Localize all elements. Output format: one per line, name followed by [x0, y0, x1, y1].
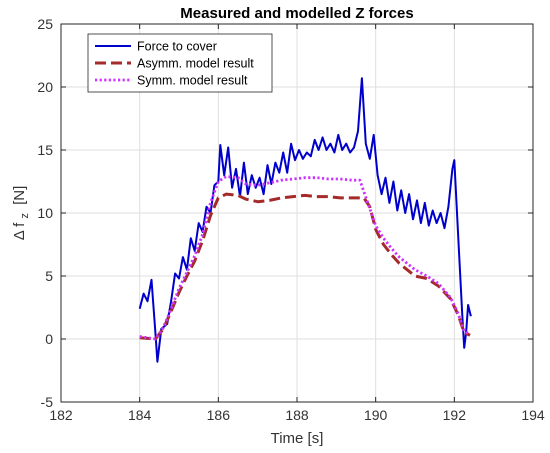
legend-label-1: Force to cover [137, 40, 217, 54]
legend-label-3: Symm. model result [137, 74, 248, 88]
x-tick-label: 192 [443, 407, 467, 423]
y-axis-label-main: Δ f [11, 222, 28, 240]
y-tick-label: 20 [37, 79, 53, 95]
y-tick-label: 15 [37, 142, 53, 158]
y-tick-label: 10 [37, 205, 53, 221]
y-axis-label: Δ f z [N] [11, 186, 32, 241]
y-tick-label: 25 [37, 16, 53, 32]
x-tick-label: 186 [207, 407, 231, 423]
series-line-2 [139, 192, 471, 341]
x-tick-label: 184 [128, 407, 152, 423]
y-axis-label-sub: z [19, 213, 31, 219]
x-tick-label: 182 [49, 407, 73, 423]
legend-label-2: Asymm. model result [137, 57, 254, 71]
y-axis-label-group: Δ f z [N] [11, 186, 32, 241]
legend: Force to cover Asymm. model result Symm. m… [87, 33, 273, 93]
series-layer [138, 77, 472, 363]
y-tick-label: -5 [41, 394, 54, 410]
ticks: 182 184 186 188 190 192 194 -5 0 5 10 15 20 25 [37, 16, 544, 423]
x-tick-label: 188 [285, 407, 309, 423]
y-tick-label: 0 [45, 331, 53, 347]
series-line-1 [138, 77, 472, 363]
y-tick-label: 5 [45, 268, 53, 284]
x-axis-label: Time [s] [271, 430, 324, 447]
chart-title: Measured and modelled Z forces [180, 5, 413, 22]
series-line-3 [139, 175, 471, 341]
x-tick-label: 190 [364, 407, 388, 423]
x-tick-label: 194 [521, 407, 545, 423]
y-axis-label-unit: [N] [11, 186, 28, 205]
